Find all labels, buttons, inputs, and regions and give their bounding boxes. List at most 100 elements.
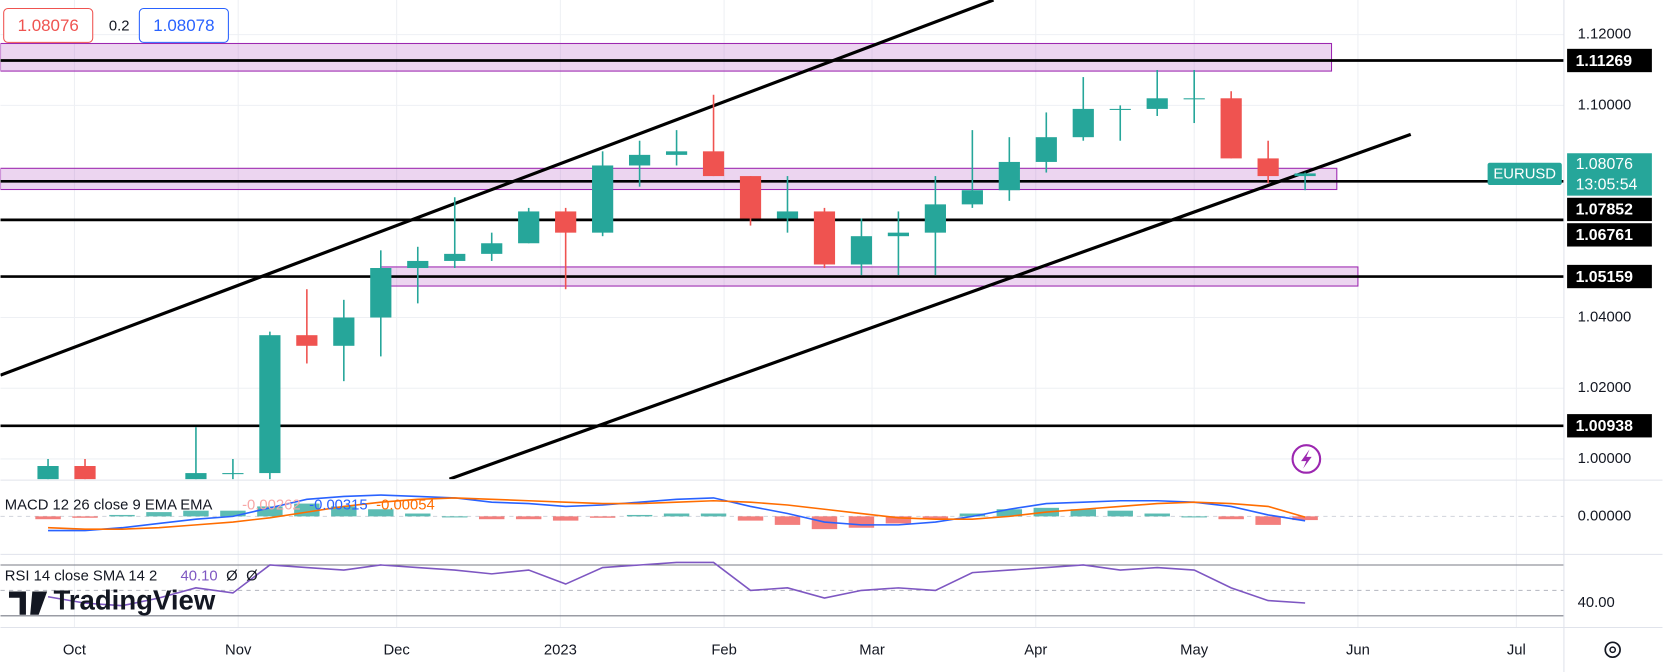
candle-body bbox=[111, 547, 132, 558]
macd-histogram-bar bbox=[996, 509, 1023, 517]
macd-histogram-bar bbox=[72, 516, 98, 518]
x-tick-label: Jun bbox=[1346, 643, 1370, 659]
x-tick-label: Feb bbox=[711, 643, 737, 659]
macd-histogram-bar bbox=[183, 510, 209, 517]
level-label: 1.06761 bbox=[1576, 227, 1634, 244]
macd-histogram-bar bbox=[1218, 516, 1244, 520]
candle-body bbox=[1294, 173, 1316, 177]
candle-body bbox=[887, 232, 910, 237]
x-tick-label: May bbox=[1180, 643, 1209, 659]
macd-line bbox=[48, 494, 1306, 532]
level-label: 1.05159 bbox=[1576, 269, 1634, 286]
x-tick-label: Mar bbox=[859, 643, 885, 659]
candle-body bbox=[629, 154, 651, 166]
x-tick-label: Dec bbox=[383, 643, 410, 659]
candle-body bbox=[1146, 98, 1168, 109]
y-tick-label: 40.00 bbox=[1578, 595, 1615, 611]
rsi-extra: Ø bbox=[246, 569, 258, 585]
macd-value: -0.00054 bbox=[376, 498, 435, 514]
macd-histogram-bar bbox=[109, 514, 135, 517]
countdown: 13:05:54 bbox=[1576, 176, 1638, 193]
watermark: TradingView bbox=[54, 584, 216, 615]
candle-body bbox=[407, 260, 429, 269]
candle-body bbox=[1035, 137, 1057, 162]
spread: 0.2 bbox=[109, 18, 130, 34]
rsi-extra: Ø bbox=[226, 569, 238, 585]
macd-histogram-bar bbox=[1144, 513, 1170, 517]
macd-histogram-bar bbox=[146, 512, 172, 517]
macd-histogram-bar bbox=[700, 513, 727, 517]
macd-histogram-bar bbox=[552, 516, 579, 521]
macd-histogram-bar bbox=[405, 513, 431, 517]
candle-body bbox=[1220, 98, 1242, 159]
macd-line bbox=[48, 497, 1306, 530]
rsi-title: RSI 14 close SMA 14 2 bbox=[5, 569, 157, 585]
macd-histogram-bar bbox=[1292, 516, 1318, 521]
candle-body bbox=[592, 165, 614, 233]
candle-body bbox=[924, 204, 946, 233]
candle-body bbox=[702, 151, 725, 177]
level-label: 1.00938 bbox=[1576, 418, 1634, 435]
macd-value: -0.00262 bbox=[242, 498, 301, 514]
candle-body bbox=[370, 268, 392, 318]
candle-body bbox=[998, 161, 1020, 191]
x-tick-label: Nov bbox=[225, 643, 252, 659]
last-price: 1.08076 bbox=[1576, 156, 1634, 173]
y-tick-label: 1.00000 bbox=[1578, 451, 1632, 467]
trend-line bbox=[0, 0, 995, 377]
candle-body bbox=[1183, 98, 1205, 100]
y-tick-label: 1.04000 bbox=[1578, 309, 1632, 325]
macd-histogram-bar bbox=[257, 506, 283, 517]
macd-histogram-bar bbox=[515, 516, 542, 520]
candle-body bbox=[850, 236, 873, 265]
macd-histogram-bar bbox=[442, 516, 468, 518]
last-price-box bbox=[1567, 153, 1652, 196]
candle-body bbox=[665, 151, 688, 155]
macd-histogram-bar bbox=[368, 509, 394, 517]
level-label-box bbox=[1567, 414, 1652, 438]
level-label-box bbox=[1567, 223, 1652, 247]
candle-body bbox=[185, 473, 207, 480]
zone bbox=[0, 42, 1333, 72]
candle-body bbox=[739, 176, 762, 219]
level-label: 1.11269 bbox=[1576, 53, 1633, 70]
candle-body bbox=[555, 211, 577, 233]
candle-body bbox=[1072, 108, 1094, 138]
macd-histogram-bar bbox=[478, 516, 505, 520]
settings-icon-center bbox=[1609, 646, 1617, 654]
macd-histogram-bar bbox=[589, 516, 616, 518]
macd-histogram-bar bbox=[737, 516, 764, 521]
x-tick-label: 2023 bbox=[544, 643, 577, 659]
x-tick-label: Jul bbox=[1507, 643, 1526, 659]
macd-histogram-bar bbox=[885, 516, 912, 524]
level-label-box bbox=[1567, 264, 1652, 289]
level-label: 1.07852 bbox=[1576, 202, 1634, 219]
x-tick-label: Oct bbox=[63, 643, 87, 659]
y-tick-label: 1.10000 bbox=[1578, 97, 1632, 113]
rsi-value: 40.10 bbox=[181, 569, 218, 585]
candle-body bbox=[518, 211, 540, 244]
candle-body bbox=[296, 335, 318, 346]
level-label-box bbox=[1567, 197, 1652, 222]
macd-histogram-bar bbox=[331, 506, 357, 517]
settings-icon[interactable] bbox=[1604, 641, 1621, 659]
macd-histogram-bar bbox=[220, 510, 246, 517]
symbol-label: EURUSD bbox=[1493, 166, 1556, 182]
symbol-label-box bbox=[1487, 162, 1562, 186]
candle-body bbox=[333, 317, 355, 346]
macd-histogram-bar bbox=[626, 514, 653, 517]
bid-box[interactable] bbox=[3, 7, 94, 43]
macd-histogram-bar bbox=[663, 513, 690, 517]
x-tick-label: Apr bbox=[1024, 643, 1047, 659]
zone bbox=[0, 167, 1338, 191]
macd-histogram-bar bbox=[1070, 509, 1096, 517]
macd-histogram-bar bbox=[1255, 516, 1281, 525]
macd-value: -0.00315 bbox=[309, 498, 368, 514]
candle-body bbox=[37, 466, 59, 480]
macd-histogram-bar bbox=[848, 516, 875, 528]
candle-body bbox=[776, 211, 799, 219]
candle-body bbox=[444, 253, 466, 261]
ask-box[interactable] bbox=[138, 7, 229, 43]
macd-histogram-bar bbox=[959, 513, 986, 517]
